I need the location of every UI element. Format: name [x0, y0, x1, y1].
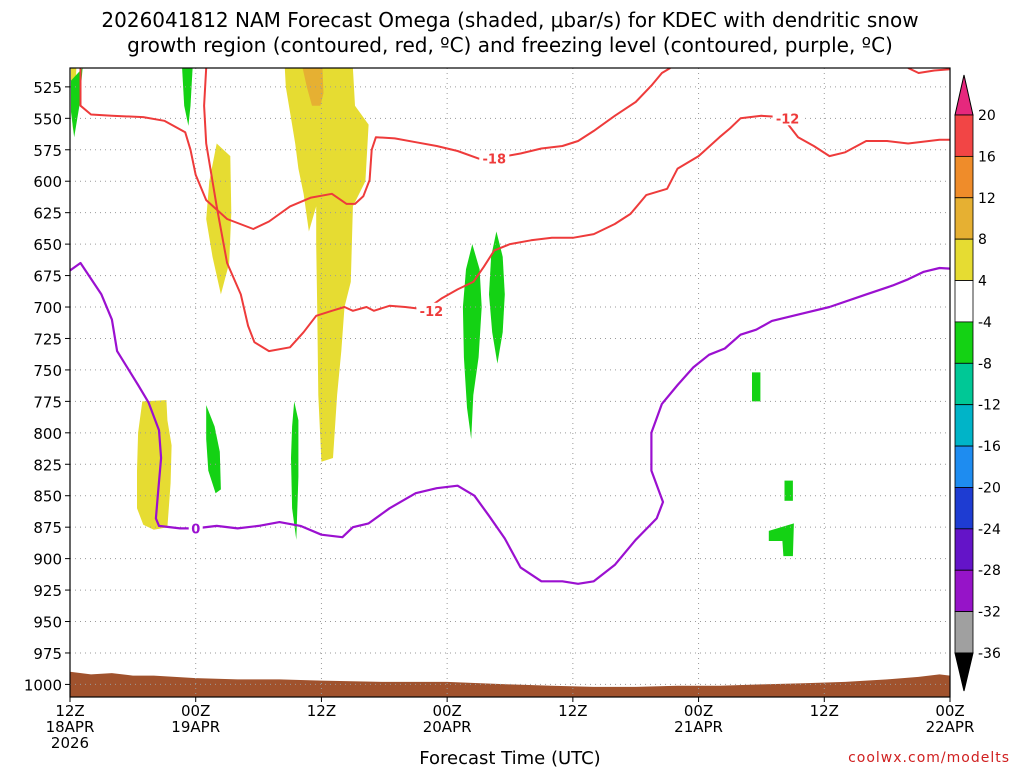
- x-tick-label-0-1: 12Z: [55, 702, 84, 720]
- colorbar-label-11: -28: [978, 563, 1001, 579]
- colorbar-bin-0: [954, 114, 974, 157]
- colorbar-bin-1: [954, 155, 974, 199]
- chart-title-line2: growth region (contoured, red, ºC) and f…: [127, 33, 893, 57]
- colorbar-label-3: 8: [978, 232, 987, 248]
- y-tick-label-725: 725: [33, 330, 62, 348]
- omega-area-7: [206, 405, 221, 494]
- x-axis-title: Forecast Time (UTC): [419, 748, 600, 768]
- x-tick-label-5-2: 21APR: [674, 718, 723, 736]
- y-tick-label-850: 850: [33, 488, 62, 506]
- contour-layer: [70, 68, 950, 585]
- y-axis: 525 550 575 600 625 650 675 700 725 750 775 800 825 8…: [24, 79, 70, 694]
- red-label-bg-0: [479, 150, 510, 166]
- colorbar-label-7: -12: [978, 398, 1001, 414]
- y-tick-label-525: 525: [33, 79, 62, 97]
- y-tick-label-650: 650: [33, 236, 62, 254]
- colorbar-label-6: -8: [978, 356, 992, 372]
- colorbar-bin-5: [954, 321, 974, 364]
- colorbar-label-5: -4: [978, 315, 992, 331]
- colorbar-bin-12: [954, 611, 974, 654]
- colorbar-bin-11: [954, 569, 974, 613]
- colorbar-bin-6: [954, 362, 974, 406]
- y-tick-label-925: 925: [33, 582, 62, 600]
- y-tick-label-975: 975: [33, 645, 62, 663]
- colorbar-label-12: -32: [978, 605, 1001, 621]
- plot-area: [70, 68, 950, 697]
- x-tick-label-7-1: 00Z: [935, 702, 964, 720]
- y-tick-label-700: 700: [33, 299, 62, 317]
- omega-area-4: [284, 68, 369, 462]
- omega-area-9: [462, 244, 482, 440]
- red-contour-2: [907, 68, 950, 74]
- x-tick-label-1-1: 00Z: [181, 702, 210, 720]
- red-contour-label-2: -12: [776, 112, 800, 127]
- colorbar-bottom-arrow: [954, 652, 974, 692]
- red-contour-label-0: -18: [483, 153, 507, 168]
- red-contour-0: [79, 68, 671, 230]
- y-tick-label-675: 675: [33, 268, 62, 286]
- omega-area-2: [182, 68, 193, 126]
- purple-label-bg-0: [188, 520, 203, 536]
- x-tick-label-1-2: 19APR: [171, 718, 220, 736]
- y-tick-label-750: 750: [33, 362, 62, 380]
- y-tick-label-625: 625: [33, 205, 62, 223]
- y-tick-label-900: 900: [33, 551, 62, 569]
- x-tick-label-0-2: 18APR: [46, 718, 95, 736]
- chart-title-line1: 2026041812 NAM Forecast Omega (shaded, μ…: [101, 8, 918, 32]
- colorbar-bin-7: [954, 404, 974, 447]
- y-tick-label-825: 825: [33, 456, 62, 474]
- y-tick-label-875: 875: [33, 519, 62, 537]
- contour-label-layer: -18 -12 -12 0: [188, 110, 803, 537]
- omega-area-11: [752, 372, 761, 402]
- plot-frame: [69, 67, 951, 698]
- colorbar-label-8: -16: [978, 439, 1001, 455]
- red-label-bg-2: [772, 110, 803, 126]
- colorbar-bin-2: [954, 197, 974, 240]
- y-tick-label-800: 800: [33, 425, 62, 443]
- x-tick-label-6-1: 12Z: [810, 702, 839, 720]
- colorbar-label-1: 16: [978, 149, 996, 165]
- colorbar-label-10: -24: [978, 522, 1001, 538]
- omega-area-13: [768, 523, 794, 557]
- x-tick-label-2-1: 12Z: [307, 702, 336, 720]
- colorbar-top-arrow: [954, 74, 974, 116]
- x-tick-label-5-1: 00Z: [684, 702, 713, 720]
- colorbar-bin-3: [954, 238, 974, 281]
- purple-contour-label-0: 0: [191, 522, 200, 537]
- x-tick-label-0-3: 2026: [51, 734, 89, 752]
- colorbar-bin-8: [954, 445, 974, 488]
- purple-contour-0: [70, 261, 950, 585]
- omega-area-10: [489, 231, 505, 364]
- omega-area-12: [784, 480, 793, 501]
- colorbar-label-0: 20: [978, 108, 996, 124]
- y-tick-label-550: 550: [33, 110, 62, 128]
- y-tick-label-600: 600: [33, 173, 62, 191]
- x-tick-label-3-1: 00Z: [432, 702, 461, 720]
- colorbar-bin-10: [954, 528, 974, 571]
- red-label-bg-1: [416, 302, 447, 318]
- colorbar-label-4: 4: [978, 274, 987, 290]
- y-tick-label-575: 575: [33, 142, 62, 160]
- red-contour-label-1: -12: [420, 305, 444, 320]
- colorbar-label-2: 12: [978, 191, 996, 207]
- y-tick-label-775: 775: [33, 393, 62, 411]
- colorbar-label-13: -36: [978, 646, 1001, 662]
- colorbar-label-9: -20: [978, 480, 1001, 496]
- colorbar: 20 16 12 8 4 -4 -8 -12 -16 -20 -24 -28 -32 -36: [954, 74, 1001, 692]
- red-contour-1: [203, 68, 950, 353]
- colorbar-bin-9: [954, 487, 974, 530]
- x-tick-label-4-1: 12Z: [558, 702, 587, 720]
- colorbar-bin-4: [954, 280, 974, 323]
- x-tick-label-7-2: 22APR: [926, 718, 975, 736]
- omega-area-8: [291, 401, 299, 540]
- omega-area-5: [302, 68, 324, 106]
- y-tick-label-950: 950: [33, 614, 62, 632]
- grid-layer: [70, 68, 950, 697]
- y-tick-label-1000: 1000: [24, 676, 62, 694]
- x-tick-label-3-2: 20APR: [423, 718, 472, 736]
- credit-text: coolwx.com/modelts: [848, 750, 1010, 766]
